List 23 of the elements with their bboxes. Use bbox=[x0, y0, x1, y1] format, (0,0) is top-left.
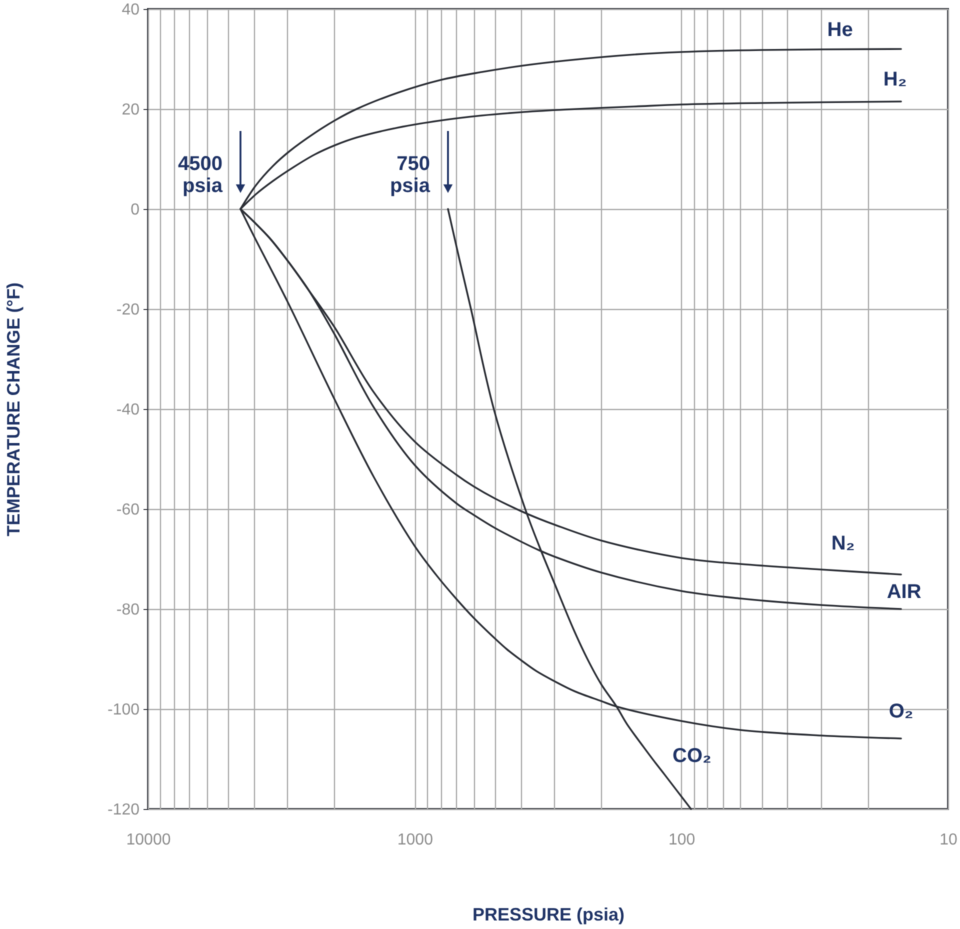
y-tick-label: 40 bbox=[122, 2, 140, 18]
y-tick-label: -40 bbox=[116, 402, 140, 418]
series-label: N₂ bbox=[831, 532, 855, 554]
series-label: CO₂ bbox=[672, 745, 712, 767]
y-tick-label: -100 bbox=[107, 702, 140, 718]
x-tick-label: 10 bbox=[940, 832, 958, 848]
y-tick-label: -20 bbox=[116, 302, 140, 318]
y-tick-label: -80 bbox=[116, 602, 140, 618]
x-tick-label: 1000 bbox=[397, 832, 434, 848]
annotation: 750 psia bbox=[390, 153, 431, 197]
y-tick-label: 0 bbox=[130, 202, 140, 218]
x-tick-label: 100 bbox=[668, 832, 696, 848]
x-tick-label: 10000 bbox=[126, 832, 171, 848]
series-label: AIR bbox=[886, 581, 922, 603]
series-label: He bbox=[827, 19, 853, 41]
y-axis-title: TEMPERATURE CHANGE (°F) bbox=[4, 282, 24, 536]
series-label: H₂ bbox=[883, 68, 907, 90]
y-tick-label: -120 bbox=[107, 802, 140, 818]
y-tick-label: 20 bbox=[122, 102, 140, 118]
series-label: O₂ bbox=[888, 700, 914, 722]
y-tick-label: -60 bbox=[116, 502, 140, 518]
x-axis-title: PRESSURE (psia) bbox=[472, 904, 625, 924]
annotation: 4500 psia bbox=[178, 153, 224, 197]
